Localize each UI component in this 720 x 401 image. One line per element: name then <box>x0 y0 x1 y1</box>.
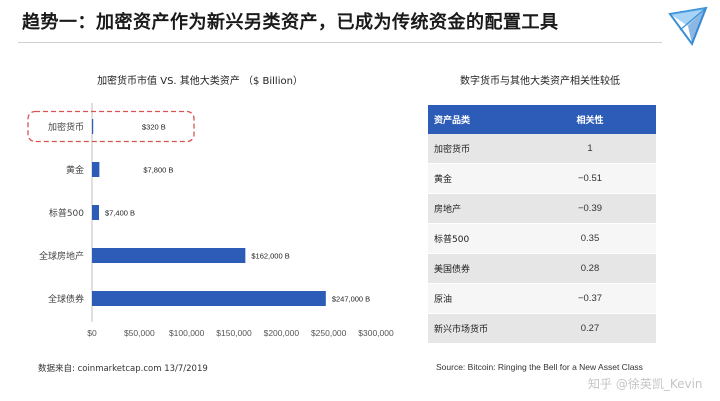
bar <box>92 291 326 306</box>
x-tick-label: $300,000 <box>358 328 394 338</box>
value-label: $320 B <box>142 123 166 132</box>
correlation-table: 资产品类 相关性 加密货币 1 黄金 −0.51 房地产 −0.39 标普500… <box>428 105 656 344</box>
highlight-box <box>27 110 195 143</box>
asset-cell: 原油 <box>428 283 524 314</box>
chart-title: 加密货币市值 VS. 其他大类资产 （$ Billion） <box>97 76 303 87</box>
value-label: $7,400 B <box>105 209 135 218</box>
data-source-note: 数据来自: coinmarketcap.com 13/7/2019 <box>38 364 208 374</box>
asset-cell: 新兴市场货币 <box>428 313 524 344</box>
category-label: 加密货币 <box>48 121 84 133</box>
x-tick-label: $100,000 <box>169 328 205 338</box>
slide-title: 趋势一：加密资产作为新兴另类资产，已成为传统资金的配置工具 <box>22 12 559 33</box>
asset-cell: 房地产 <box>428 193 524 224</box>
table-row: 黄金 −0.51 <box>428 163 656 194</box>
correlation-cell: 0.28 <box>524 253 656 284</box>
table-title: 数字货币与其他大类资产相关性较低 <box>460 76 620 87</box>
asset-cell: 美国债券 <box>428 253 524 284</box>
x-tick-label: $50,000 <box>124 328 155 338</box>
bar <box>92 162 100 177</box>
asset-cell: 加密货币 <box>428 134 524 164</box>
header-asset: 资产品类 <box>428 105 524 134</box>
header-correlation: 相关性 <box>524 105 656 134</box>
correlation-cell: 0.27 <box>524 313 656 344</box>
table-row: 新兴市场货币 0.27 <box>428 313 656 344</box>
bar <box>92 248 246 263</box>
correlation-cell: −0.37 <box>524 283 656 314</box>
table-row: 原油 −0.37 <box>428 283 656 314</box>
value-label: $162,000 B <box>251 252 289 261</box>
x-tick-label: $0 <box>87 328 97 338</box>
table-header-row: 资产品类 相关性 <box>428 105 656 134</box>
category-label: 全球债券 <box>48 293 84 305</box>
bar <box>92 205 100 220</box>
x-tick-label: $200,000 <box>264 328 300 338</box>
watermark-text: 知乎 @徐英凯_Kevin <box>588 377 703 391</box>
value-label: $7,800 B <box>143 166 173 175</box>
x-tick-label: $150,000 <box>216 328 252 338</box>
bar <box>92 119 94 134</box>
x-tick-label: $250,000 <box>311 328 347 338</box>
table-row: 房地产 −0.39 <box>428 193 656 224</box>
value-label: $247,000 B <box>332 295 370 304</box>
triangle-logo-icon <box>668 6 708 47</box>
category-label: 全球房地产 <box>39 250 84 262</box>
correlation-cell: −0.39 <box>524 193 656 224</box>
correlation-cell: 1 <box>524 134 656 164</box>
correlation-cell: −0.51 <box>524 163 656 194</box>
correlation-cell: 0.35 <box>524 223 656 254</box>
title-divider <box>18 42 662 43</box>
category-label: 标普500 <box>49 207 84 219</box>
market-cap-bar-chart: 加密货币 $320 B 黄金 $7,800 B 标普500 $7,400 B 全球房地产 $1… <box>27 103 394 338</box>
category-label: 黄金 <box>66 164 84 176</box>
asset-cell: 标普500 <box>428 223 524 254</box>
table-row: 标普500 0.35 <box>428 223 656 254</box>
table-row: 加密货币 1 <box>428 134 656 164</box>
source-citation: Source: Bitcoin: Ringing the Bell for a … <box>436 362 643 372</box>
table-row: 美国债券 0.28 <box>428 253 656 284</box>
asset-cell: 黄金 <box>428 163 524 194</box>
